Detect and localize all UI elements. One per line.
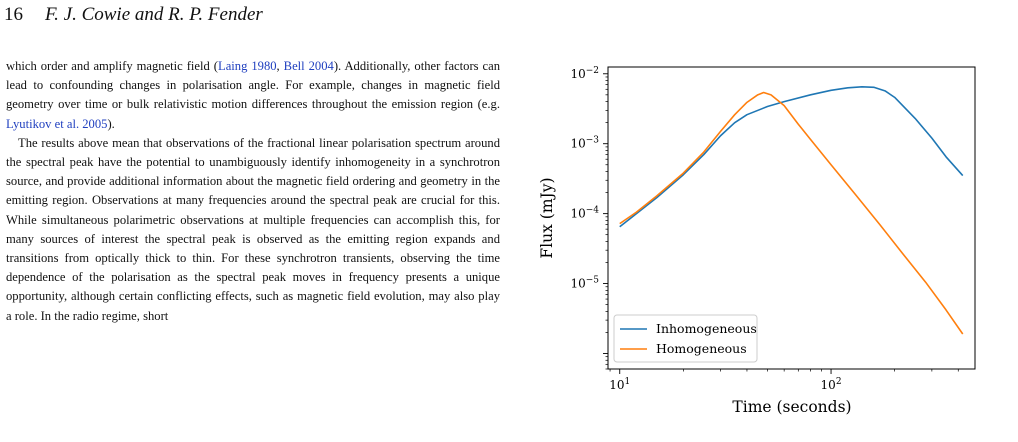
x-tick-label: 102 — [821, 377, 842, 392]
paragraph-text: ). — [107, 116, 115, 131]
paragraph: The results above mean that observations… — [6, 134, 500, 326]
x-axis-label: Time (seconds) — [732, 398, 851, 416]
running-authors: F. J. Cowie and R. P. Fender — [45, 4, 263, 25]
citation-link[interactable]: Lyutikov et al. 2005 — [6, 116, 108, 131]
paragraph-text: ). Additionally, other factors can lead … — [6, 59, 500, 112]
paragraph: which order and amplify magnetic field (… — [6, 57, 500, 134]
y-tick-label: 10−5 — [570, 276, 599, 291]
legend-label-homogeneous: Homogeneous — [656, 341, 747, 356]
series-line-inhomogeneous — [619, 86, 964, 228]
legend: Inhomogeneous Homogeneous — [613, 314, 758, 363]
citation-link[interactable]: Bell 2004 — [283, 59, 334, 73]
legend-label-inhomogeneous: Inhomogeneous — [656, 321, 757, 336]
series-line-homogeneous — [619, 91, 964, 335]
x-tick-label: 101 — [609, 377, 630, 392]
paragraph-text: , — [276, 59, 284, 73]
body-text-column: which order and amplify magnetic field (… — [6, 57, 500, 326]
flux-time-chart: 101 102 10−5 10−4 10−3 10−2 Time (seconds) F… — [538, 66, 976, 416]
citation-link[interactable]: Laing 1980 — [218, 59, 277, 73]
y-tick-label: 10−4 — [570, 206, 599, 221]
plot-area-frame — [607, 66, 976, 370]
page-number: 16 — [4, 4, 23, 25]
paragraph-text: The results above mean that observations… — [6, 135, 500, 323]
paragraph-text: which order and amplify magnetic field ( — [6, 59, 218, 73]
y-tick-label: 10−3 — [570, 136, 599, 151]
y-tick-label: 10−2 — [570, 66, 599, 81]
y-axis-label: Flux (mJy) — [538, 177, 556, 258]
legend-box — [613, 314, 758, 363]
page-header: 16 F. J. Cowie and R. P. Fender — [4, 4, 263, 26]
